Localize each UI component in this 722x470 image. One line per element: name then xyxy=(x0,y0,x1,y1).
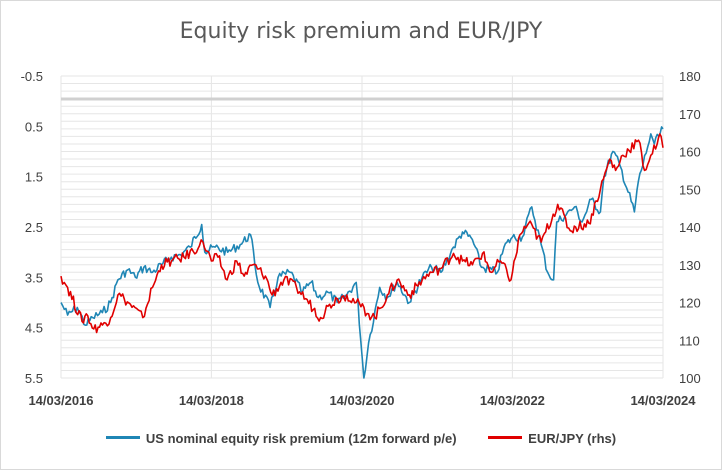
y-left-tick-label: 4.5 xyxy=(25,321,43,336)
y-left-tick-label: 5.5 xyxy=(25,371,43,386)
x-tick-label: 14/03/2018 xyxy=(179,393,244,408)
y-right-tick-label: 170 xyxy=(679,107,701,122)
y-right-tick-label: 130 xyxy=(679,258,701,273)
legend: US nominal equity risk premium (12m forw… xyxy=(1,431,721,446)
series-line-1 xyxy=(60,133,664,334)
legend-label-eurjpy: EUR/JPY (rhs) xyxy=(528,431,617,446)
grid-lines xyxy=(60,75,664,379)
x-tick-label: 14/03/2024 xyxy=(630,393,696,408)
x-tick-label: 14/03/2016 xyxy=(28,393,93,408)
y-right-tick-label: 100 xyxy=(679,371,701,386)
y-left-tick-label: 1.5 xyxy=(25,170,43,185)
series-lines xyxy=(60,126,664,379)
legend-item-eurjpy: EUR/JPY (rhs) xyxy=(488,431,616,446)
y-right-tick-label: 150 xyxy=(679,182,701,197)
y-left-tick-label: -0.5 xyxy=(21,69,43,84)
legend-swatch-eurjpy xyxy=(488,436,523,440)
y-right-tick-label: 140 xyxy=(679,220,701,235)
x-tick-label: 14/03/2022 xyxy=(480,393,545,408)
y-right-tick-label: 180 xyxy=(679,69,701,84)
y-right-tick-label: 160 xyxy=(679,145,701,160)
y-right-tick-label: 120 xyxy=(679,296,701,311)
y-left-tick-labels: -0.5 0.5 1.5 2.5 3.5 4.5 5.5 xyxy=(21,69,43,386)
chart-title: Equity risk premium and EUR/JPY xyxy=(179,19,543,44)
y-left-tick-label: 3.5 xyxy=(25,270,43,285)
x-tick-label: 14/03/2020 xyxy=(329,393,394,408)
x-tick-labels: 14/03/2016 14/03/2018 14/03/2020 14/03/2022… xyxy=(28,393,696,408)
y-left-tick-label: 0.5 xyxy=(25,119,43,134)
y-right-tick-label: 110 xyxy=(679,333,700,348)
y-right-tick-labels: 100 110 120 130 140 150 160 170 180 xyxy=(679,69,701,386)
legend-item-erp: US nominal equity risk premium (12m forw… xyxy=(105,431,457,446)
legend-swatch-erp xyxy=(105,436,140,440)
legend-label-erp: US nominal equity risk premium (12m forw… xyxy=(145,431,457,446)
y-left-tick-label: 2.5 xyxy=(25,220,43,235)
